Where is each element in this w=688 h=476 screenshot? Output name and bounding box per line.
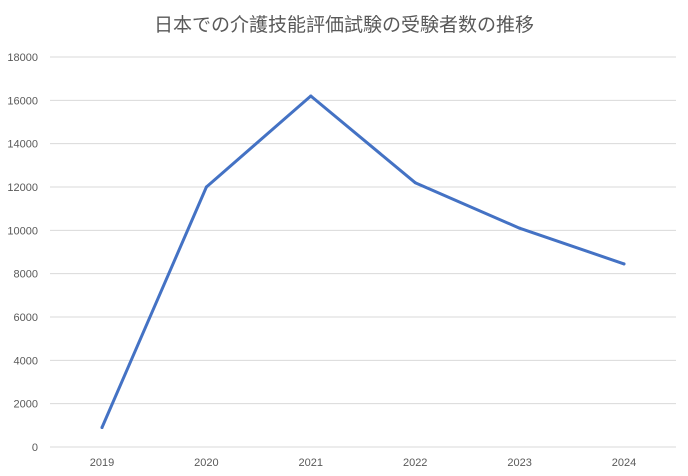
data-point-2024 — [622, 262, 626, 266]
y-axis-tick-labels: 0 2000 4000 6000 8000 10000 12000 14000 16000 180… — [7, 52, 38, 454]
data-point-2022 — [413, 181, 417, 185]
x-tick-label: 2020 — [194, 457, 218, 469]
x-tick-label: 2019 — [90, 457, 114, 469]
data-point-2020 — [204, 185, 208, 189]
y-tick-label: 10000 — [7, 225, 38, 237]
y-tick-label: 4000 — [14, 355, 38, 367]
series-lines — [100, 94, 626, 429]
x-tick-label: 2022 — [403, 457, 427, 469]
series-line-0 — [100, 94, 626, 429]
y-tick-label: 14000 — [7, 139, 38, 151]
x-axis-tick-labels: 2019 2020 2021 2022 2023 2024 — [90, 457, 636, 469]
data-point-2019 — [100, 426, 104, 429]
x-tick-label: 2023 — [507, 457, 531, 469]
y-tick-label: 6000 — [14, 312, 38, 324]
y-tick-label: 8000 — [14, 269, 38, 281]
chart-title: 日本での介護技能評価試験の受験者数の推移 — [153, 14, 534, 36]
y-tick-label: 12000 — [7, 182, 38, 194]
x-tick-label: 2021 — [299, 457, 323, 469]
x-tick-label: 2024 — [612, 457, 636, 469]
y-tick-label: 16000 — [7, 95, 38, 107]
y-tick-label: 0 — [32, 442, 38, 454]
data-point-2023 — [518, 226, 522, 230]
y-tick-label: 18000 — [7, 52, 38, 64]
data-point-2021 — [309, 94, 313, 98]
y-tick-label: 2000 — [14, 399, 38, 411]
gridlines — [50, 56, 676, 448]
